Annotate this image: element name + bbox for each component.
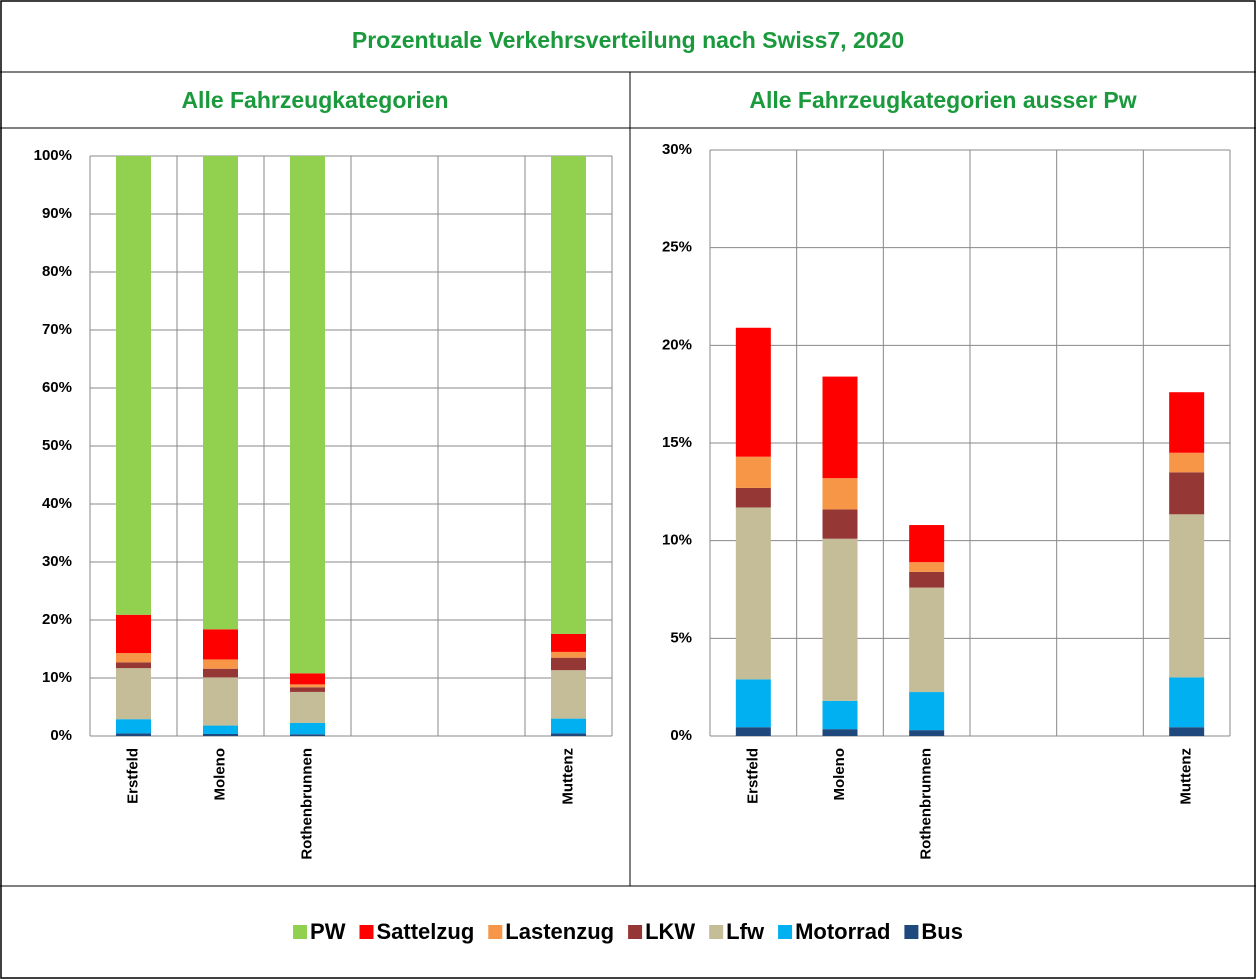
bar <box>909 692 945 731</box>
y-tick-label: 100% <box>34 147 72 164</box>
bar <box>1169 677 1205 728</box>
y-tick-label: 70% <box>42 321 72 338</box>
y-tick-label: 60% <box>42 379 72 396</box>
legend-label: Lfw <box>726 919 765 944</box>
bar <box>1169 452 1205 473</box>
bar <box>116 653 151 663</box>
bar <box>203 156 238 630</box>
x-tick-label: Muttenz <box>559 748 576 805</box>
bar <box>822 478 858 510</box>
y-tick-label: 20% <box>662 336 692 353</box>
bar <box>203 733 238 736</box>
bar <box>116 668 151 720</box>
bar <box>290 734 325 736</box>
y-tick-label: 0% <box>50 727 72 744</box>
x-tick-label: Erstfeld <box>124 748 141 804</box>
legend-swatch <box>904 925 919 939</box>
bar <box>203 668 238 678</box>
bar <box>116 614 151 654</box>
bar <box>203 629 238 660</box>
bar <box>735 487 771 508</box>
bar <box>116 156 151 615</box>
y-tick-label: 30% <box>42 553 72 570</box>
bar <box>909 587 945 693</box>
legend-swatch <box>359 925 374 939</box>
legend-label: PW <box>310 919 346 944</box>
bar <box>203 677 238 726</box>
bar <box>290 722 325 735</box>
bar <box>551 633 586 652</box>
bar <box>735 727 771 736</box>
bar <box>551 670 586 719</box>
bar <box>290 691 325 723</box>
bar <box>551 718 586 734</box>
bar <box>1169 514 1205 678</box>
y-tick-label: 20% <box>42 611 72 628</box>
y-tick-label: 90% <box>42 205 72 222</box>
y-tick-label: 40% <box>42 495 72 512</box>
legend: PW Sattelzug Lastenzug LKW Lfw Motorrad Bus <box>293 919 963 944</box>
bar <box>735 327 771 457</box>
x-tick-label: Muttenz <box>1178 748 1195 805</box>
bar <box>290 684 325 688</box>
y-tick-label: 80% <box>42 263 72 280</box>
chart-title: Alle Fahrzeugkategorien ausser Pw <box>749 87 1136 113</box>
bar <box>116 719 151 734</box>
bar <box>290 673 325 685</box>
x-tick-label: Erstfeld <box>744 748 761 804</box>
y-tick-label: 5% <box>670 629 692 646</box>
legend-swatch <box>709 925 724 939</box>
bar <box>116 662 151 669</box>
x-tick-label: Moleno <box>831 748 848 801</box>
y-tick-label: 10% <box>662 532 692 549</box>
y-tick-label: 50% <box>42 437 72 454</box>
bar <box>1169 727 1205 736</box>
bar <box>822 538 858 701</box>
bar <box>551 733 586 736</box>
bar <box>551 657 586 671</box>
bar <box>822 729 858 736</box>
bar <box>822 376 858 479</box>
y-tick-label: 25% <box>662 239 692 256</box>
x-tick-label: Rothenbrunnen <box>298 748 315 860</box>
chart-title: Alle Fahrzeugkategorien <box>181 87 448 113</box>
bar <box>822 700 858 730</box>
x-tick-label: Moleno <box>211 748 228 801</box>
legend-swatch <box>778 925 793 939</box>
legend-label: Sattelzug <box>376 919 474 944</box>
y-tick-label: 0% <box>670 727 692 744</box>
legend-swatch <box>488 925 503 939</box>
legend-label: LKW <box>645 919 695 944</box>
y-tick-label: 30% <box>662 141 692 158</box>
legend-label: Motorrad <box>795 919 890 944</box>
bar <box>909 562 945 572</box>
y-tick-label: 10% <box>42 669 72 686</box>
bar <box>909 730 945 736</box>
legend-label: Bus <box>921 919 963 944</box>
bar <box>822 509 858 539</box>
bar <box>290 156 325 674</box>
bar <box>203 725 238 734</box>
bar <box>203 659 238 669</box>
x-tick-label: Rothenbrunnen <box>918 748 935 860</box>
bar <box>290 687 325 692</box>
title: Prozentuale Verkehrsverteilung nach Swis… <box>352 27 904 53</box>
bar <box>909 525 945 563</box>
bar <box>1169 392 1205 453</box>
y-tick-label: 15% <box>662 434 692 451</box>
bar <box>551 651 586 658</box>
bar <box>1169 472 1205 515</box>
bar <box>909 571 945 588</box>
bar <box>551 156 586 634</box>
bar <box>735 507 771 680</box>
legend-swatch <box>628 925 643 939</box>
bar <box>735 679 771 728</box>
legend-swatch <box>293 925 308 939</box>
bar <box>116 733 151 736</box>
legend-label: Lastenzug <box>505 919 614 944</box>
bar <box>735 456 771 488</box>
